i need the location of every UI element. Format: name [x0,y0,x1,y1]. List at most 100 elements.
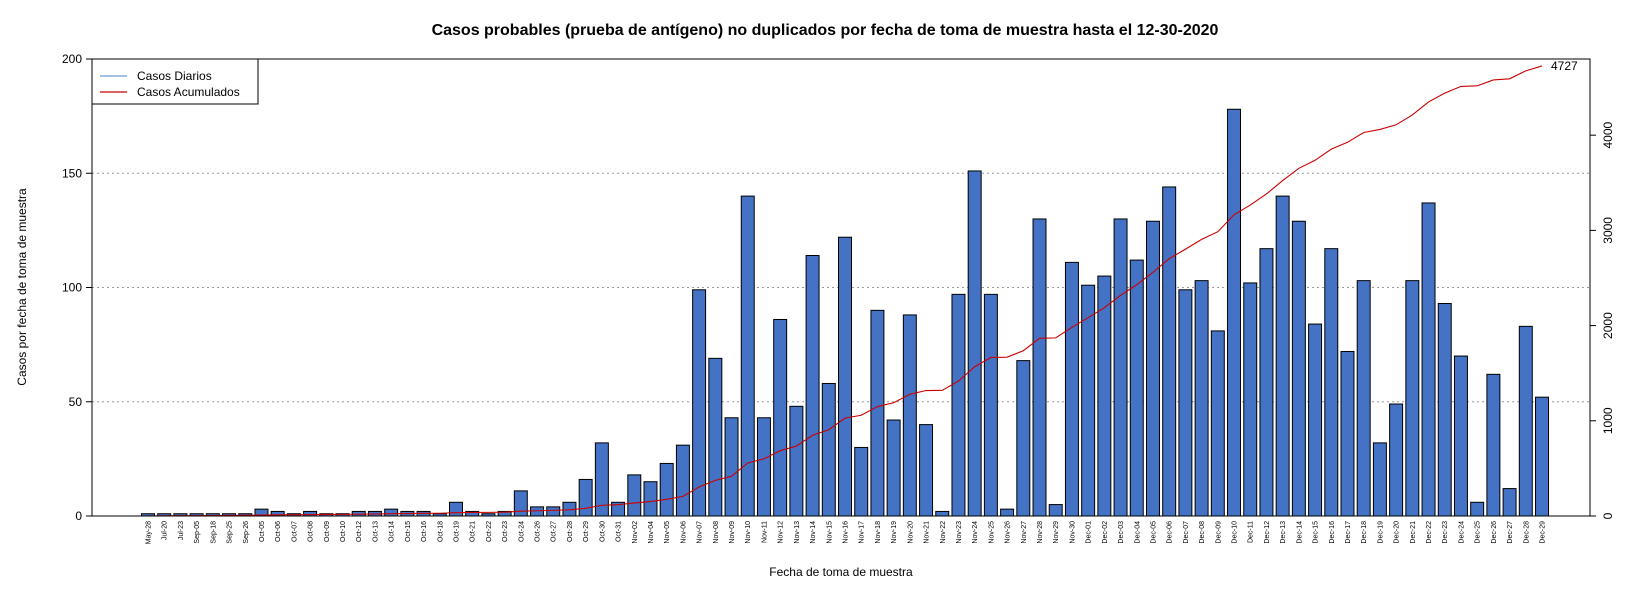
x-tick-label: Dec-21 [1410,521,1417,544]
bar [1518,325,1533,517]
bar [546,506,561,517]
bar [1210,330,1225,517]
x-tick-label: May-28 [146,521,153,544]
bar [1000,508,1015,517]
x-tick-label: Oct-31 [616,521,623,542]
bar [919,424,934,517]
bar [1486,373,1501,517]
bar [1308,323,1323,517]
bar [1243,282,1258,517]
x-tick-label: Nov-13 [794,521,801,544]
x-tick-label: Nov-26 [1005,521,1012,544]
x-tick-label: Oct-22 [486,521,493,542]
x-tick-label: Oct-05 [259,521,266,542]
x-tick-label: Nov-21 [924,521,931,544]
x-tick-label: Nov-30 [1069,521,1076,544]
bar [983,293,998,517]
x-tick-label: Dec-07 [1183,521,1190,544]
bar [513,490,528,517]
x-tick-label: Oct-08 [308,521,315,542]
x-tick-label: Oct-06 [275,521,282,542]
x-tick-label: Nov-04 [648,521,655,544]
bar [627,474,642,517]
x-tick-label: Dec-03 [1118,521,1125,544]
x-tick-label: Sep-05 [194,521,201,544]
bar [967,170,982,517]
y-tick-label: 50 [69,395,83,409]
x-tick-label: Nov-19 [891,521,898,544]
x-tick-label: Dec-12 [1264,521,1271,544]
bar [1502,488,1517,517]
bar [1048,504,1063,517]
x-tick-label: Oct-07 [291,521,298,542]
x-tick-label: Nov-27 [1021,521,1028,544]
cumulative-end-label: 4727 [1551,59,1578,73]
x-tick-label: Dec-10 [1232,521,1239,544]
x-tick-label: Dec-01 [1086,521,1093,544]
bar [530,506,545,517]
y-axis-left: 0 50 100 150 200 [62,52,92,523]
bar [1064,261,1079,517]
bar [1389,403,1404,517]
x-tick-label: Dec-05 [1150,521,1157,544]
cumulative-cases-line [147,65,1543,517]
x-tick-label: Nov-18 [875,521,882,544]
x-tick-label: Oct-21 [470,521,477,542]
y-axis-label: Casos por fecha de toma de muestra [15,188,29,386]
x-tick-label: Oct-15 [405,521,412,542]
bar [756,417,771,517]
x-tick-label: Dec-15 [1313,521,1320,544]
x-tick-label: Dec-04 [1134,521,1141,544]
bar [1145,220,1160,517]
x-tick-label: Oct-30 [599,521,606,542]
x-tick-label: Dec-24 [1458,521,1465,544]
bar [821,382,836,517]
bar [1470,501,1485,517]
y-tick-label: 150 [62,166,82,180]
bar [1275,195,1290,517]
x-tick-label: Nov-23 [956,521,963,544]
y-tick-label: 200 [62,52,82,66]
bar [643,481,658,517]
x-tick-label: Nov-08 [713,521,720,544]
bar [935,510,950,517]
bar [1324,248,1339,517]
bar [1162,186,1177,517]
bar [854,446,869,517]
x-tick-label: Dec-20 [1394,521,1401,544]
x-tick-label: Oct-27 [551,521,558,542]
legend-box [91,58,259,105]
x-tick-label: Nov-12 [778,521,785,544]
x-tick-label: Dec-23 [1442,521,1449,544]
x-tick-label: Nov-07 [697,521,704,544]
bar [724,417,739,517]
legend-label-daily: Casos Diarios [137,69,212,83]
bar [708,357,723,517]
x-tick-label: Nov-24 [972,521,979,544]
bar [1016,360,1031,517]
x-tick-label: Nov-06 [680,521,687,544]
x-tick-label: Dec-17 [1345,521,1352,544]
x-tick-label: Dec-27 [1507,521,1514,544]
y2-tick-label: 0 [1601,512,1615,519]
bar [1113,218,1128,517]
y2-tick-label: 1000 [1601,407,1615,434]
y2-tick-label: 3000 [1601,217,1615,244]
x-tick-label: Sep-18 [210,521,217,544]
y-tick-label: 0 [75,509,82,523]
bar [1421,202,1436,517]
y2-tick-label: 2000 [1601,312,1615,339]
bar [659,462,674,517]
legend: Casos Diarios Casos Acumulados [91,58,259,105]
x-tick-label: Dec-28 [1523,521,1530,544]
x-tick-label: Nov-09 [729,521,736,544]
y2-tick-label: 4000 [1601,121,1615,148]
bar [1178,289,1193,517]
bar [1129,259,1144,517]
x-tick-label: Jul-20 [162,521,169,540]
x-tick-label: Dec-06 [1167,521,1174,544]
x-tick-label: Nov-29 [1053,521,1060,544]
x-tick-label: Nov-11 [761,521,768,543]
x-tick-label: Dec-25 [1475,521,1482,544]
